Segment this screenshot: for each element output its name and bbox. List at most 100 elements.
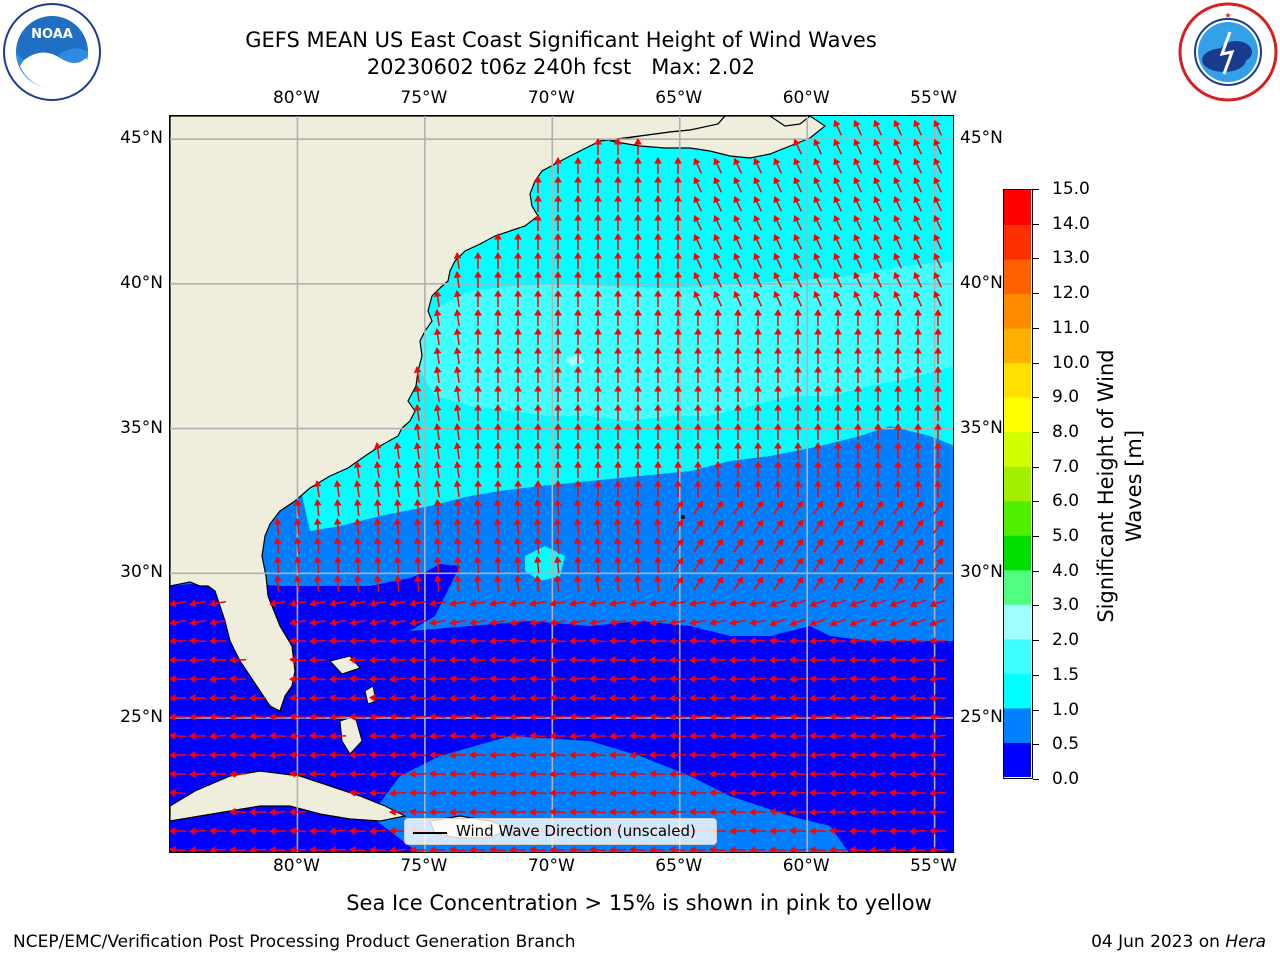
arrow-head [349,751,356,759]
arrow-head [433,366,442,374]
arrow-head [449,656,456,664]
arrow-head [916,519,924,528]
arrow-head [829,655,836,664]
arrow-head [634,157,642,164]
arrow-head [933,157,941,166]
arrow-head [413,385,422,393]
arrow-head [433,290,442,298]
arrow-head [849,808,856,817]
arrow-head [569,637,576,645]
arrow-head [609,637,616,645]
arrow-head [349,618,357,627]
arrow-head [474,271,482,278]
arrow-head [593,537,602,544]
arrow-head [373,537,382,544]
arrow-head [429,846,436,852]
arrow-head [574,366,582,373]
arrow-head [633,575,642,582]
arrow-head [914,328,922,335]
arrow-head [453,442,462,450]
arrow-head [634,385,642,392]
lon-label-bottom: 70°W [527,856,575,876]
arrow-head [873,176,881,185]
arrow-head [856,538,864,547]
arrow-head [289,846,296,852]
arrow-head [834,442,842,449]
arrow-head [709,618,717,627]
arrow-head [329,675,336,683]
arrow-head [453,271,462,279]
arrow-head [170,770,176,778]
arrow-head [693,157,701,166]
lat-label-left: 30°N [120,562,163,583]
arrow-head [869,808,876,816]
arrow-head [293,518,302,525]
arrow-head [393,518,402,525]
arrow-head [754,461,762,468]
arrow-head [313,556,322,563]
arrow-head [934,328,942,335]
arrow-head [289,826,296,835]
arrow-head [669,845,676,852]
wave-band-0-0.5-central [330,566,440,621]
land-maritimes [609,116,827,159]
arrow-head [654,385,662,392]
arrow-head [734,328,742,335]
arrow-head [674,366,682,373]
arrow-head [269,751,276,760]
arrow-head [929,846,936,852]
arrow-head [749,637,756,645]
arrow-head [769,827,776,835]
arrow-head [789,826,796,835]
arrow-head [209,827,216,835]
arrow-head [549,693,556,702]
arrow-head [209,751,216,759]
arrow-head [869,713,876,722]
colorbar-tick-label: 15.0 [1052,179,1090,199]
arrow-head [529,637,536,645]
arrow-head [713,214,721,223]
arrow-head [793,290,801,299]
arrow-head [774,442,782,449]
arrow-head [534,366,542,373]
arrow-head [789,789,796,798]
arrow-head [769,713,776,721]
arrow-head [609,599,617,608]
arrow-head [714,328,722,335]
arrow-head [789,769,796,778]
arrow-head [613,537,622,544]
arrow-head [814,480,822,487]
arrow-head [829,826,836,835]
arrow-head [874,404,882,411]
arrow-head [916,500,924,509]
arrow-head [829,732,836,740]
arrow-head [509,732,516,740]
arrow-head [449,675,456,683]
arrow-head [514,404,522,411]
arrow-head [389,656,396,664]
arrow-head [873,119,881,128]
land-us [170,116,726,712]
arrow-head [369,618,377,627]
arrow-head [533,575,542,582]
arrow-head [629,656,636,664]
arrow-head [734,423,742,430]
arrow-head [529,845,536,852]
arrow-head [674,442,682,449]
arrow-head [634,176,642,183]
arrow-head [909,656,916,665]
arrow-head [734,442,742,449]
arrow-head [569,732,576,741]
arrow-head [594,157,602,164]
arrow-head [816,500,824,509]
colorbar-tick-mark [1033,779,1039,780]
arrow-head [654,347,662,354]
arrow-head [293,556,302,563]
arrow-head [836,538,844,547]
arrow-head [836,557,844,566]
arrow-head [729,618,737,627]
arrow-head [493,575,502,582]
arrow-head [674,461,682,468]
arrow-head [789,712,796,721]
arrow-head [913,290,921,299]
